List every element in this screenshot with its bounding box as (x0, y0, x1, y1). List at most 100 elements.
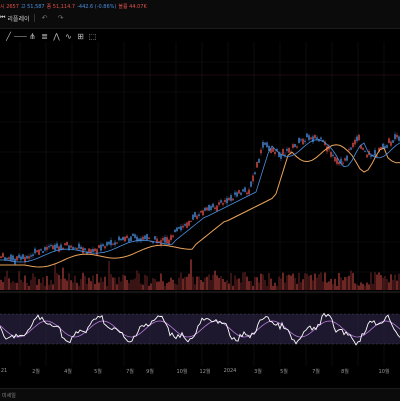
gann-tool-button[interactable]: ⊞ (76, 32, 85, 41)
candle-body (98, 245, 100, 248)
volume-bar (258, 282, 260, 290)
volume-bar (326, 282, 328, 290)
pattern-tool-button[interactable]: ⋀ (52, 32, 61, 41)
pitchfork-tool-button[interactable]: ⋔ (28, 32, 37, 41)
volume-bar (182, 278, 184, 290)
bottom-bar: 미세일 (0, 388, 400, 401)
volume-bar (266, 285, 268, 290)
candle-body (256, 161, 258, 168)
candle-body (350, 147, 352, 150)
volume-bar (248, 281, 250, 290)
candle-body (214, 207, 216, 210)
volume-bar (70, 280, 72, 290)
candle-body (46, 247, 48, 250)
candle-body (56, 243, 58, 249)
volume-bar (98, 282, 100, 290)
candle-body (186, 222, 188, 228)
candle-body (12, 255, 14, 261)
candle-body (70, 245, 72, 248)
time-axis-tick: 2월 (32, 369, 40, 375)
volume-bar (264, 280, 266, 290)
replay-button[interactable]: ⏮ 리플레이 (0, 14, 30, 23)
ohlc-value: -442.6 (-0.86%) (77, 4, 117, 10)
candle-body (126, 235, 128, 239)
volume-bar (314, 273, 316, 290)
volume-bar (208, 274, 210, 290)
candle-body (374, 149, 376, 156)
volume-bar (224, 281, 226, 290)
candle-body (128, 238, 130, 242)
volume-bar (60, 278, 62, 290)
volume-bar (80, 279, 82, 290)
trend-line-tool-icon: ╱ (6, 31, 11, 41)
candle-body (252, 175, 254, 182)
volume-bar (36, 284, 38, 290)
volume-bar (240, 282, 242, 290)
candle-body (122, 237, 124, 241)
candle-body (308, 135, 310, 141)
candle-body (292, 144, 294, 148)
volume-bar (14, 282, 16, 290)
candle-body (194, 212, 196, 218)
volume-bar (202, 281, 204, 290)
candle-body (24, 256, 26, 263)
long-moving-average-line (0, 144, 400, 268)
measure-tool-icon: ⬚ (88, 31, 97, 41)
fib-tool-button[interactable]: ≣ (40, 32, 49, 41)
measure-tool-button[interactable]: ⬚ (88, 32, 97, 41)
volume-bar (76, 282, 78, 290)
trend-line-tool-button[interactable]: ╱ (4, 32, 13, 41)
candle-body (84, 248, 86, 251)
elliott-wave-tool-button[interactable]: ∿ (64, 32, 73, 41)
candle-body (380, 147, 382, 149)
candle-body (72, 247, 74, 249)
time-axis-tick: 10월 (176, 369, 188, 375)
volume-bar (168, 281, 170, 290)
candle-body (76, 248, 78, 250)
short-moving-average-line (0, 139, 400, 263)
volume-bar (184, 276, 186, 290)
candle-body (134, 234, 136, 238)
ohlc-value: 시 2657 (0, 4, 19, 10)
volume-bar (360, 282, 362, 290)
volume-bar (108, 260, 110, 290)
candle-body (22, 254, 24, 259)
volume-bar (250, 281, 252, 290)
candle-body (304, 140, 306, 142)
time-axis-tick: 5월 (280, 369, 288, 375)
candle-body (242, 189, 244, 192)
volume-bar (78, 285, 80, 290)
candle-body (346, 155, 348, 161)
volume-bar (190, 259, 192, 290)
candle-body (334, 156, 336, 162)
horizontal-line-tool-button[interactable]: ⸺ (14, 32, 27, 41)
volume-bar (210, 279, 212, 290)
volume-bar (246, 276, 248, 290)
candle-body (114, 242, 116, 245)
candle-body (238, 190, 240, 194)
candle-body (124, 236, 126, 242)
volume-bar (100, 277, 102, 290)
candle-body (234, 192, 236, 195)
candle-body (306, 133, 308, 138)
candle-body (258, 158, 260, 163)
volume-bar (296, 283, 298, 290)
volume-bar (6, 270, 8, 290)
volume-bar (226, 280, 228, 290)
candle-body (386, 145, 388, 148)
candle-body (340, 158, 342, 164)
volume-bar (384, 276, 386, 290)
candle-body (208, 204, 210, 211)
candle-body (360, 144, 362, 149)
volume-bar (376, 274, 378, 290)
candle-body (354, 139, 356, 145)
candle-body (82, 247, 84, 254)
candle-body (270, 148, 272, 153)
volume-bar (122, 274, 124, 290)
volume-bar (370, 272, 372, 290)
redo-button[interactable]: ↷ (55, 13, 67, 23)
undo-button[interactable]: ↶ (39, 13, 51, 23)
candle-body (30, 255, 32, 257)
volume-bars (0, 259, 400, 290)
price-chart[interactable] (0, 42, 400, 366)
